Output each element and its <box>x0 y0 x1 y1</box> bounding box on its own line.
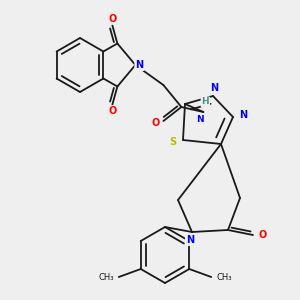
Text: CH₃: CH₃ <box>98 272 114 281</box>
Text: N: N <box>196 116 204 124</box>
Text: O: O <box>259 230 267 240</box>
Text: H: H <box>202 98 209 106</box>
Text: N: N <box>135 60 143 70</box>
Text: CH₃: CH₃ <box>216 272 232 281</box>
Text: O: O <box>108 14 116 23</box>
Text: O: O <box>151 118 160 128</box>
Text: N: N <box>186 235 194 245</box>
Text: S: S <box>169 137 177 147</box>
Text: N: N <box>210 83 218 93</box>
Text: N: N <box>239 110 247 120</box>
Text: O: O <box>108 106 116 116</box>
